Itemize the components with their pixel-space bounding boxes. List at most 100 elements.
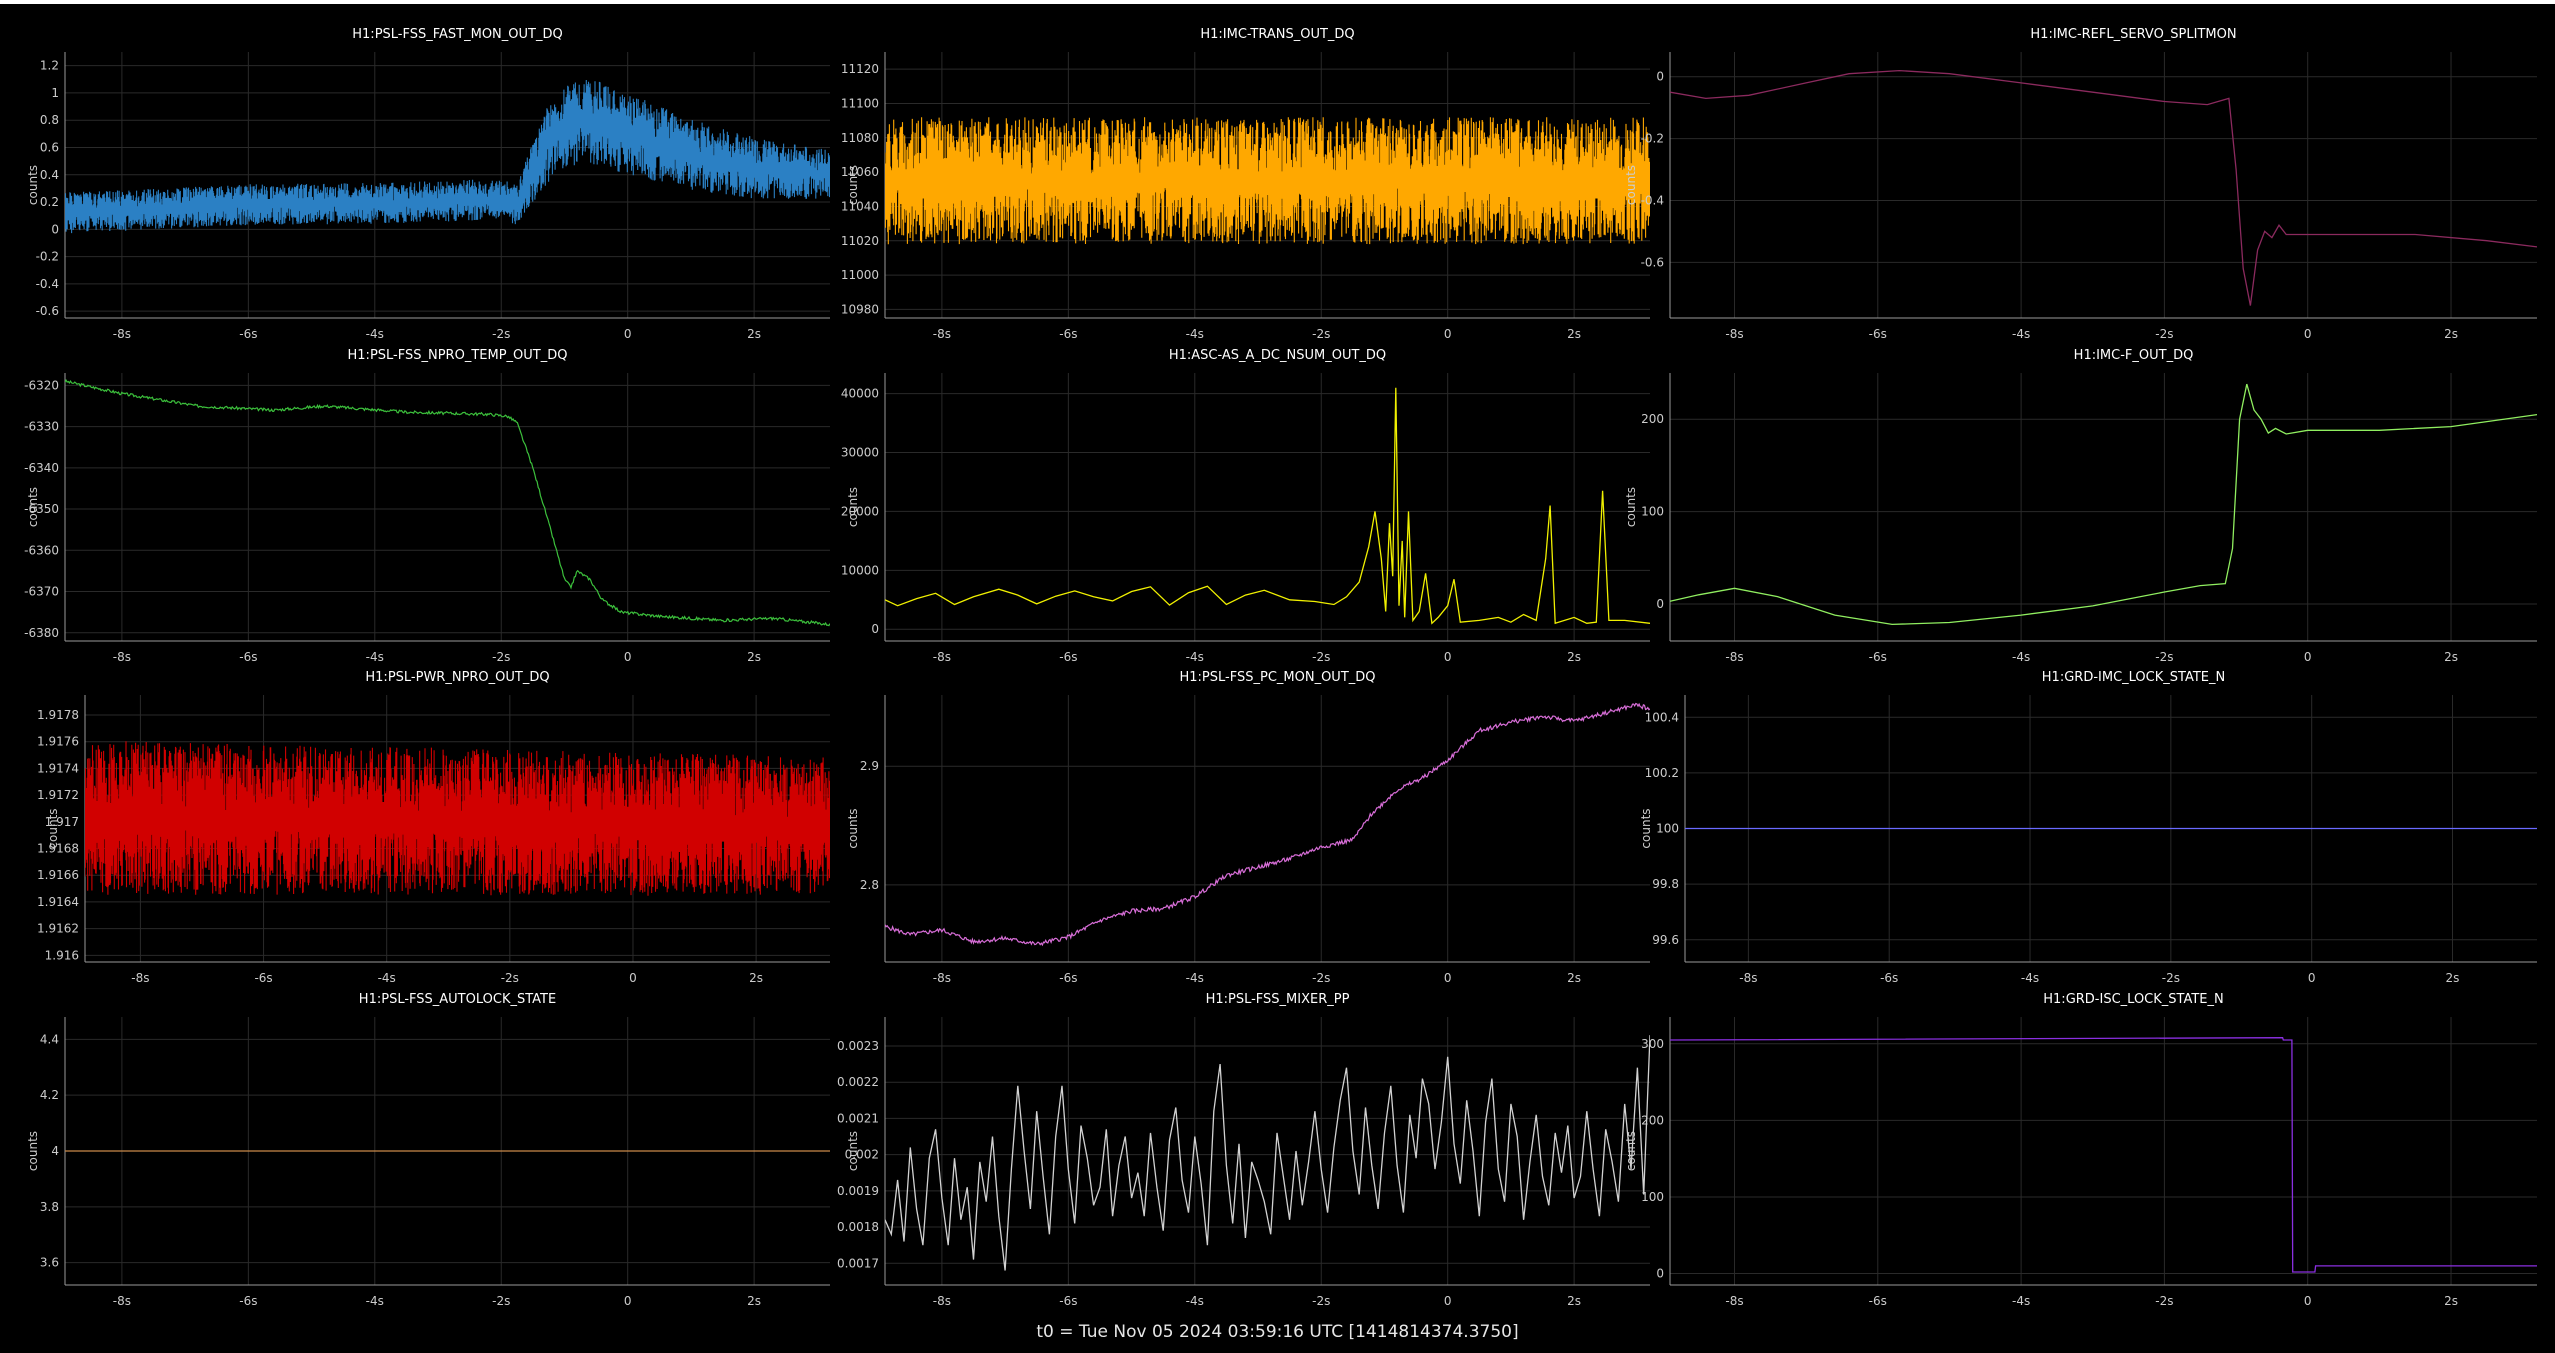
x-tick-label: 2s — [1567, 650, 1581, 664]
y-tick-label: 0 — [51, 222, 59, 236]
chart-title: H1:IMC-F_OUT_DQ — [2074, 348, 2194, 363]
series-line — [885, 387, 1650, 625]
chart-title: H1:PSL-FSS_NPRO_TEMP_OUT_DQ — [348, 348, 568, 363]
x-tick-label: -6s — [1869, 650, 1887, 664]
y-tick-label: 100 — [1656, 822, 1679, 836]
x-tick-label: -6s — [239, 650, 257, 664]
y-tick-label: 100 — [1641, 505, 1664, 519]
x-tick-label: -8s — [933, 1294, 951, 1308]
chart-title: H1:IMC-TRANS_OUT_DQ — [1200, 27, 1354, 42]
y-tick-label: 1.9172 — [37, 788, 79, 802]
y-tick-label: 30000 — [841, 446, 879, 460]
x-tick-label: 0 — [1444, 327, 1452, 341]
chart-panel: H1:PSL-PWR_NPRO_OUT_DQ -8s -6s -4s -2s 0 2s 1.9… — [37, 670, 830, 985]
x-tick-label: -4s — [2012, 1294, 2030, 1308]
x-tick-label: 0 — [1444, 971, 1452, 985]
series-group — [85, 741, 830, 896]
chart-panel: H1:PSL-FSS_NPRO_TEMP_OUT_DQ -8s -6s -4s -2s 0… — [24, 348, 830, 664]
y-tick-label: 0 — [871, 622, 879, 636]
y-tick-label: 1 — [51, 86, 59, 100]
x-tick-label: -4s — [2021, 971, 2039, 985]
x-tick-label: -2s — [492, 650, 510, 664]
y-tick-label: 0.4 — [40, 168, 59, 182]
series-line — [1670, 383, 2537, 626]
window-top-border — [0, 0, 2555, 4]
y-axis-label: counts — [846, 1131, 860, 1171]
x-tick-label: 0 — [1444, 650, 1452, 664]
y-axis-label: counts — [26, 487, 40, 527]
y-tick-label: -0.2 — [1641, 132, 1664, 146]
series-line — [65, 379, 830, 627]
x-tick-label: -4s — [1186, 1294, 1204, 1308]
y-tick-label: 11100 — [841, 96, 879, 110]
y-tick-label: -6350 — [24, 502, 59, 516]
x-tick-label: 2s — [747, 327, 761, 341]
chart-title: H1:PSL-FSS_AUTOLOCK_STATE — [359, 992, 556, 1007]
y-tick-label: -0.2 — [36, 250, 59, 264]
x-tick-label: -6s — [1059, 1294, 1077, 1308]
chart-panel: H1:GRD-ISC_LOCK_STATE_N -8s -6s -4s -2s 0 2s 0 1… — [1624, 992, 2537, 1308]
series-line — [1670, 1037, 2537, 1273]
x-tick-label: 2s — [747, 1294, 761, 1308]
y-tick-label: 1.9174 — [37, 761, 79, 775]
x-tick-label: 0 — [629, 971, 637, 985]
x-tick-label: 0 — [2308, 971, 2316, 985]
y-tick-label: 11120 — [841, 62, 879, 76]
x-tick-label: -8s — [131, 971, 149, 985]
x-tick-label: -2s — [492, 327, 510, 341]
x-tick-label: 0 — [2304, 650, 2312, 664]
y-tick-label: -0.6 — [1641, 255, 1664, 269]
series-group — [885, 702, 1650, 947]
x-tick-label: -2s — [1312, 327, 1330, 341]
series-group — [1670, 69, 2537, 306]
y-tick-label: -6360 — [24, 543, 59, 557]
x-tick-label: 2s — [1567, 971, 1581, 985]
x-tick-label: -6s — [239, 327, 257, 341]
x-tick-label: 2s — [749, 971, 763, 985]
x-tick-label: -4s — [366, 327, 384, 341]
x-tick-label: -4s — [366, 650, 384, 664]
x-tick-label: -6s — [254, 971, 272, 985]
y-tick-label: 1.9176 — [37, 735, 79, 749]
y-tick-label: 0 — [1656, 597, 1664, 611]
x-tick-label: -6s — [1059, 650, 1077, 664]
x-tick-label: -2s — [2155, 650, 2173, 664]
x-tick-label: -8s — [113, 327, 131, 341]
y-tick-label: 0.0021 — [837, 1111, 879, 1125]
chart-title: H1:PSL-PWR_NPRO_OUT_DQ — [365, 670, 549, 685]
y-tick-label: -6340 — [24, 461, 59, 475]
y-tick-label: 0.8 — [40, 113, 59, 127]
x-tick-label: -4s — [1186, 650, 1204, 664]
chart-panel: H1:PSL-FSS_PC_MON_OUT_DQ -8s -6s -4s -2s 0 2s 2… — [846, 670, 1650, 985]
x-tick-label: 2s — [2444, 650, 2458, 664]
y-tick-label: 1.9166 — [37, 868, 79, 882]
y-axis-label: counts — [846, 808, 860, 848]
x-tick-label: -6s — [239, 1294, 257, 1308]
y-tick-label: 2.8 — [860, 878, 879, 892]
series-group — [65, 80, 830, 234]
x-tick-label: -2s — [501, 971, 519, 985]
y-tick-label: 100 — [1641, 1190, 1664, 1204]
x-tick-label: 0 — [624, 1294, 632, 1308]
x-tick-label: -8s — [1725, 327, 1743, 341]
x-tick-label: 0 — [2304, 1294, 2312, 1308]
y-tick-label: 1.9168 — [37, 842, 79, 856]
chart-title: H1:ASC-AS_A_DC_NSUM_OUT_DQ — [1169, 348, 1386, 363]
x-tick-label: 2s — [2444, 1294, 2458, 1308]
x-tick-label: -6s — [1869, 327, 1887, 341]
chart-title: H1:IMC-REFL_SERVO_SPLITMON — [2030, 27, 2236, 42]
series-group — [1670, 1037, 2537, 1273]
y-tick-label: 40000 — [841, 387, 879, 401]
y-axis-label: counts — [1624, 1131, 1638, 1171]
y-axis-label: counts — [26, 1131, 40, 1171]
x-tick-label: -2s — [1312, 1294, 1330, 1308]
x-tick-label: 0 — [2304, 327, 2312, 341]
chart-panel: H1:ASC-AS_A_DC_NSUM_OUT_DQ -8s -6s -4s -2s 0 2… — [841, 348, 1650, 664]
y-tick-label: 1.2 — [40, 59, 59, 73]
x-tick-label: -2s — [1312, 650, 1330, 664]
x-tick-label: -4s — [1186, 327, 1204, 341]
y-tick-label: -0.6 — [36, 304, 59, 318]
series-group — [885, 387, 1650, 625]
y-tick-label: 0.0018 — [837, 1220, 879, 1234]
y-tick-label: 200 — [1641, 1113, 1664, 1127]
